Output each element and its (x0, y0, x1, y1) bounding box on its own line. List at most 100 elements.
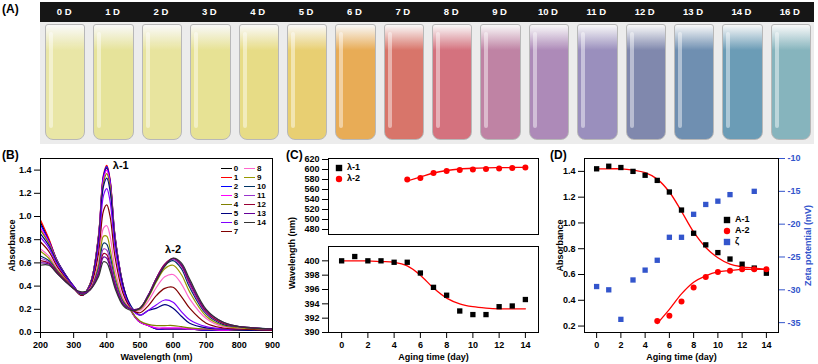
svg-text:390: 390 (304, 327, 319, 337)
html-text:2 D: 2 D (153, 6, 169, 17)
svg-text:6: 6 (667, 340, 672, 350)
svg-text:14: 14 (520, 340, 530, 350)
svg-text:580: 580 (304, 174, 319, 184)
html-text:λ-1: λ-1 (347, 162, 360, 173)
svg-text:400: 400 (99, 340, 114, 350)
svg-text:398: 398 (304, 270, 319, 280)
svg-text:600: 600 (304, 164, 319, 174)
html-text:14 D: 14 D (731, 6, 752, 17)
svg-text:0.6: 0.6 (563, 269, 576, 280)
svg-text:-10: -10 (788, 153, 801, 163)
svg-text:12: 12 (737, 340, 747, 350)
html-text:9 D: 9 D (492, 6, 507, 17)
svg-text:6: 6 (418, 340, 423, 350)
html-text:12 D: 12 D (634, 6, 655, 17)
svg-text:1.0: 1.0 (19, 211, 32, 221)
html-text:3 D: 3 D (201, 6, 217, 17)
svg-text:520: 520 (304, 204, 319, 214)
html-text:A-2: A-2 (735, 225, 750, 236)
svg-text:0.0: 0.0 (19, 327, 32, 337)
svg-text:600: 600 (166, 340, 181, 350)
html-text:4 D: 4 D (250, 6, 266, 17)
html-text:λ-2: λ-2 (347, 173, 360, 184)
html-text:8 D: 8 D (443, 6, 459, 17)
html-text:(A): (A) (2, 2, 19, 16)
html-text:16 D: 16 D (779, 6, 800, 17)
svg-text:540: 540 (304, 194, 319, 204)
svg-text:1.4: 1.4 (563, 166, 576, 176)
html-text:11: 11 (257, 191, 266, 200)
svg-text:480: 480 (304, 224, 319, 234)
svg-text:1.2: 1.2 (19, 188, 32, 198)
html-text:0: 0 (233, 164, 239, 173)
html-text:(B): (B) (2, 148, 19, 162)
html-text:1: 1 (233, 173, 239, 182)
svg-text:0: 0 (594, 340, 599, 350)
svg-text:1.0: 1.0 (563, 217, 576, 228)
svg-text:300: 300 (66, 340, 81, 350)
html-text:13: 13 (257, 209, 266, 218)
svg-text:10: 10 (468, 340, 478, 350)
svg-text:620: 620 (304, 154, 319, 164)
svg-text:392: 392 (304, 313, 319, 323)
svg-text:λ-1: λ-1 (113, 159, 129, 171)
svg-text:0: 0 (339, 340, 344, 350)
svg-text:1.4: 1.4 (19, 165, 32, 175)
html-text:(C): (C) (286, 148, 303, 162)
svg-text:200: 200 (33, 340, 48, 350)
svg-text:0.4: 0.4 (19, 281, 32, 291)
svg-text:2: 2 (618, 340, 623, 350)
html-text:11 D: 11 D (586, 6, 607, 17)
svg-text:1.2: 1.2 (563, 192, 576, 202)
svg-text:900: 900 (265, 340, 280, 350)
svg-text:-35: -35 (788, 318, 801, 328)
svg-text:400: 400 (304, 256, 319, 266)
html-text:Wavelength (nm): Wavelength (nm) (287, 216, 297, 290)
html-text:7 D: 7 D (395, 6, 411, 17)
svg-text:0.8: 0.8 (19, 235, 32, 245)
svg-text:λ-2: λ-2 (165, 243, 181, 255)
svg-text:0.4: 0.4 (563, 295, 576, 305)
html-text:12: 12 (257, 200, 266, 209)
svg-text:4: 4 (392, 340, 397, 350)
svg-text:Wavelength (nm): Wavelength (nm) (120, 352, 192, 362)
svg-text:Absorbance: Absorbance (555, 219, 565, 271)
svg-text:500: 500 (304, 214, 319, 224)
svg-text:12: 12 (494, 340, 504, 350)
html-text:1 D: 1 D (105, 6, 120, 17)
svg-text:-15: -15 (788, 186, 801, 196)
svg-text:Zeta potential (mV): Zeta potential (mV) (803, 205, 813, 286)
html-text:10 D: 10 D (537, 6, 558, 17)
html-text:0 D: 0 D (56, 6, 72, 17)
svg-text:14: 14 (761, 340, 771, 350)
svg-text:396: 396 (304, 284, 319, 294)
svg-text:4: 4 (643, 340, 648, 350)
html-text:14: 14 (257, 218, 266, 227)
svg-text:500: 500 (132, 340, 147, 350)
html-text:2: 2 (233, 182, 239, 191)
html-text:A-1: A-1 (735, 214, 750, 225)
html-text:13 D: 13 D (683, 6, 704, 17)
svg-text:10: 10 (713, 340, 723, 350)
svg-text:-30: -30 (788, 285, 801, 295)
html-text:(D): (D) (550, 148, 567, 162)
html-text:6 D: 6 D (347, 6, 362, 17)
svg-text:-25: -25 (788, 252, 801, 262)
svg-text:8: 8 (691, 340, 696, 350)
svg-text:-20: -20 (788, 219, 801, 229)
svg-text:0.8: 0.8 (563, 243, 576, 254)
svg-text:394: 394 (304, 299, 319, 309)
svg-text:560: 560 (304, 184, 319, 194)
svg-text:Aging time (day): Aging time (day) (398, 352, 469, 362)
svg-text:8: 8 (444, 340, 449, 350)
svg-text:700: 700 (199, 340, 214, 350)
svg-text:Absorbance: Absorbance (7, 219, 17, 271)
svg-text:0.2: 0.2 (563, 321, 576, 331)
html-text:10: 10 (257, 182, 266, 191)
svg-text:Aging time (day): Aging time (day) (646, 352, 717, 362)
svg-text:0.2: 0.2 (19, 304, 32, 314)
svg-text:0.6: 0.6 (19, 258, 32, 268)
svg-text:800: 800 (232, 340, 247, 350)
svg-text:2: 2 (365, 340, 370, 350)
html-text:5 D: 5 D (298, 6, 314, 17)
